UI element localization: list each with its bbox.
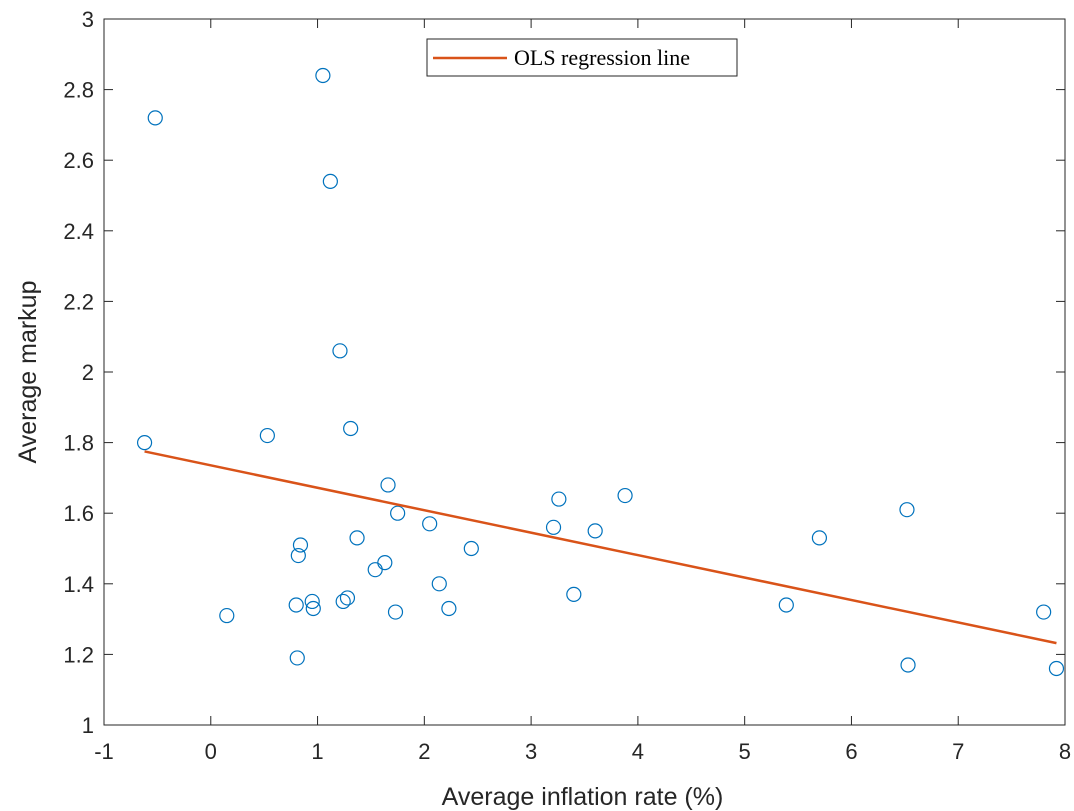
x-tick-label: 0 xyxy=(205,739,217,764)
x-tick-label: 6 xyxy=(845,739,857,764)
data-point xyxy=(390,505,406,521)
data-point xyxy=(136,435,153,451)
data-point xyxy=(147,110,163,126)
data-point xyxy=(899,502,915,518)
y-tick-label: 2.4 xyxy=(63,219,94,244)
y-tick-label: 2.8 xyxy=(63,78,94,103)
data-point xyxy=(778,597,794,613)
data-point xyxy=(289,650,305,666)
x-tick-label: 8 xyxy=(1059,739,1071,764)
y-tick-label: 2.2 xyxy=(63,289,94,314)
data-point xyxy=(332,343,348,359)
data-point xyxy=(288,597,304,613)
x-tick-label: 4 xyxy=(632,739,644,764)
data-point xyxy=(900,657,916,673)
data-point xyxy=(304,593,320,610)
data-point xyxy=(617,487,633,504)
y-tick-label: 1.8 xyxy=(63,431,94,456)
x-tick-label: 7 xyxy=(952,739,964,764)
data-point xyxy=(587,523,603,539)
y-tick-label: 2 xyxy=(82,360,94,385)
y-tick-label: 2.6 xyxy=(63,148,94,173)
data-point xyxy=(259,427,275,444)
data-point xyxy=(377,555,393,571)
data-point xyxy=(441,600,457,617)
data-point xyxy=(422,516,438,532)
data-point xyxy=(387,604,404,620)
regression-line xyxy=(144,450,1057,645)
data-point xyxy=(811,530,828,546)
data-point xyxy=(219,607,235,624)
data-point xyxy=(335,593,351,610)
data-point xyxy=(566,586,582,602)
y-tick-label: 1 xyxy=(82,713,94,738)
x-tick-label: 2 xyxy=(418,739,430,764)
axes: -1 0 1 2 3 4 5 6 7 8 1 1.2 1.4 1.6 1.8 2 2.2 2.4 2.6 2.8 3 Av… xyxy=(14,7,1071,811)
y-tick-label: 1.2 xyxy=(63,642,94,667)
y-tick-label: 1.4 xyxy=(63,572,94,597)
x-tick-label: 1 xyxy=(311,739,323,764)
y-tick-label: 1.6 xyxy=(63,501,94,526)
x-tick-label: 5 xyxy=(739,739,751,764)
data-point xyxy=(315,67,331,84)
data-point xyxy=(1048,660,1065,677)
data-point xyxy=(339,590,356,606)
legend-label: OLS regression line xyxy=(514,45,690,70)
data-point xyxy=(551,491,567,507)
x-axis-title: Average inflation rate (%) xyxy=(442,783,724,811)
x-tick-label: -1 xyxy=(94,739,114,764)
data-point xyxy=(305,600,321,617)
data-point xyxy=(343,420,359,437)
data-point xyxy=(463,540,479,557)
legend: OLS regression line xyxy=(426,38,738,77)
data-point xyxy=(349,530,365,546)
x-tick-label: 3 xyxy=(525,739,537,764)
data-point xyxy=(545,519,562,535)
data-point xyxy=(380,477,396,493)
data-point xyxy=(431,576,447,592)
y-axis-title: Average markup xyxy=(14,281,42,464)
plot-area xyxy=(136,67,1065,677)
data-point xyxy=(322,173,338,189)
data-point xyxy=(292,537,309,553)
data-point xyxy=(1036,604,1052,620)
y-tick-label: 3 xyxy=(82,7,94,32)
data-point xyxy=(290,547,306,564)
